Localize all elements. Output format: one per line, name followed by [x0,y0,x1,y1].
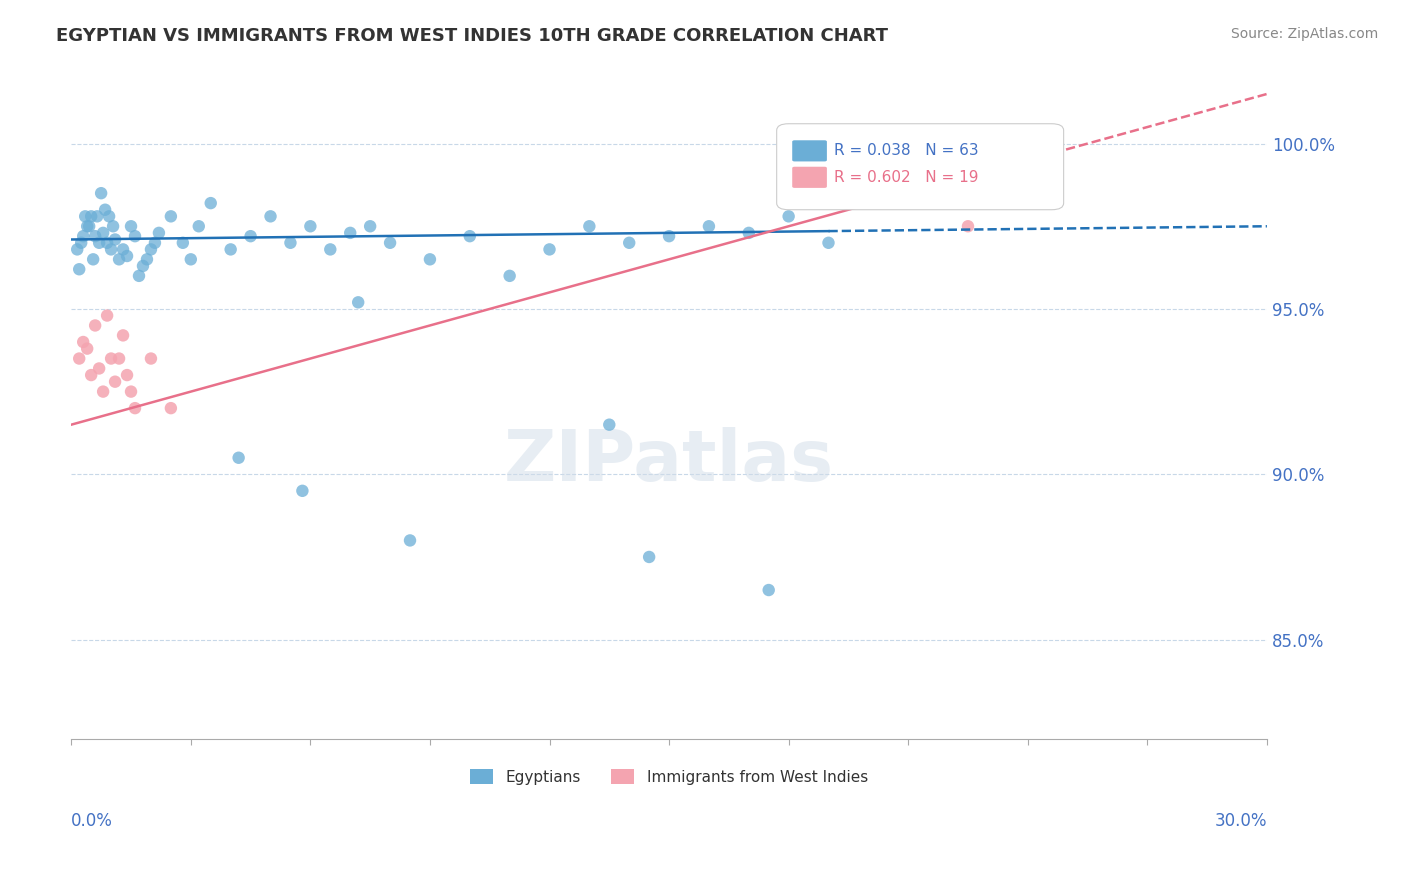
Point [100,351,122,366]
Point [143,235,166,250]
Point [84,229,107,244]
Point [108,252,131,267]
Point [136,252,159,267]
Point [76,219,98,234]
Point [399,533,422,548]
Point [115,249,138,263]
Point [104,375,127,389]
Point [67,262,90,277]
Text: Source: ZipAtlas.com: Source: ZipAtlas.com [1230,27,1378,41]
Text: R = 0.602   N = 19: R = 0.602 N = 19 [834,169,979,185]
Point [498,268,520,283]
Point [120,219,142,234]
Point [75,210,97,224]
Point [239,229,262,244]
Point [1017,153,1039,168]
Point [120,384,142,399]
Point [638,549,661,564]
Point [160,210,183,224]
Text: R = 0.038   N = 63: R = 0.038 N = 63 [834,144,979,159]
Legend: Egyptians, Immigrants from West Indies: Egyptians, Immigrants from West Indies [464,763,875,790]
Point [697,219,720,234]
Point [187,219,209,234]
Point [458,229,481,244]
Point [89,361,111,376]
Point [598,417,620,432]
Text: ZIPatlas: ZIPatlas [503,426,834,496]
Point [82,252,104,267]
Point [72,334,94,349]
Point [359,219,381,234]
Point [299,219,322,234]
Point [347,295,370,310]
Point [84,318,107,333]
Point [104,232,127,246]
Point [200,196,222,211]
Point [98,210,121,224]
Point [112,243,135,257]
Point [758,582,780,597]
Point [77,219,100,234]
Point [160,401,183,416]
Point [108,351,131,366]
Point [132,259,155,273]
Point [124,229,146,244]
Text: EGYPTIAN VS IMMIGRANTS FROM WEST INDIES 10TH GRADE CORRELATION CHART: EGYPTIAN VS IMMIGRANTS FROM WEST INDIES … [56,27,889,45]
Point [96,309,118,323]
Point [70,235,93,250]
Point [80,210,103,224]
Point [124,401,146,416]
Point [319,243,342,257]
Point [96,235,118,250]
Point [89,235,111,250]
Point [339,226,361,240]
Point [112,328,135,343]
Point [66,243,89,257]
Point [619,235,641,250]
Point [419,252,441,267]
Point [378,235,401,250]
Point [291,483,314,498]
Point [90,186,112,201]
Text: 0.0%: 0.0% [72,812,112,830]
Point [80,368,103,382]
Text: 30.0%: 30.0% [1215,812,1267,830]
Point [115,368,138,382]
FancyBboxPatch shape [792,140,827,161]
Point [86,210,108,224]
Point [259,210,281,224]
Point [538,243,561,257]
Point [128,268,150,283]
Point [67,351,90,366]
Point [228,450,250,465]
Point [72,229,94,244]
Point [91,384,114,399]
Point [956,219,979,234]
Point [100,243,122,257]
Point [180,252,202,267]
Point [91,226,114,240]
Point [139,351,162,366]
Point [172,235,194,250]
Point [76,342,98,356]
Point [738,226,761,240]
Point [658,229,681,244]
Point [101,219,124,234]
Point [94,202,117,217]
FancyBboxPatch shape [776,124,1063,210]
Point [817,235,839,250]
Point [578,219,600,234]
Point [778,210,800,224]
Point [148,226,170,240]
Point [280,235,302,250]
Point [139,243,162,257]
FancyBboxPatch shape [792,167,827,188]
Point [219,243,242,257]
